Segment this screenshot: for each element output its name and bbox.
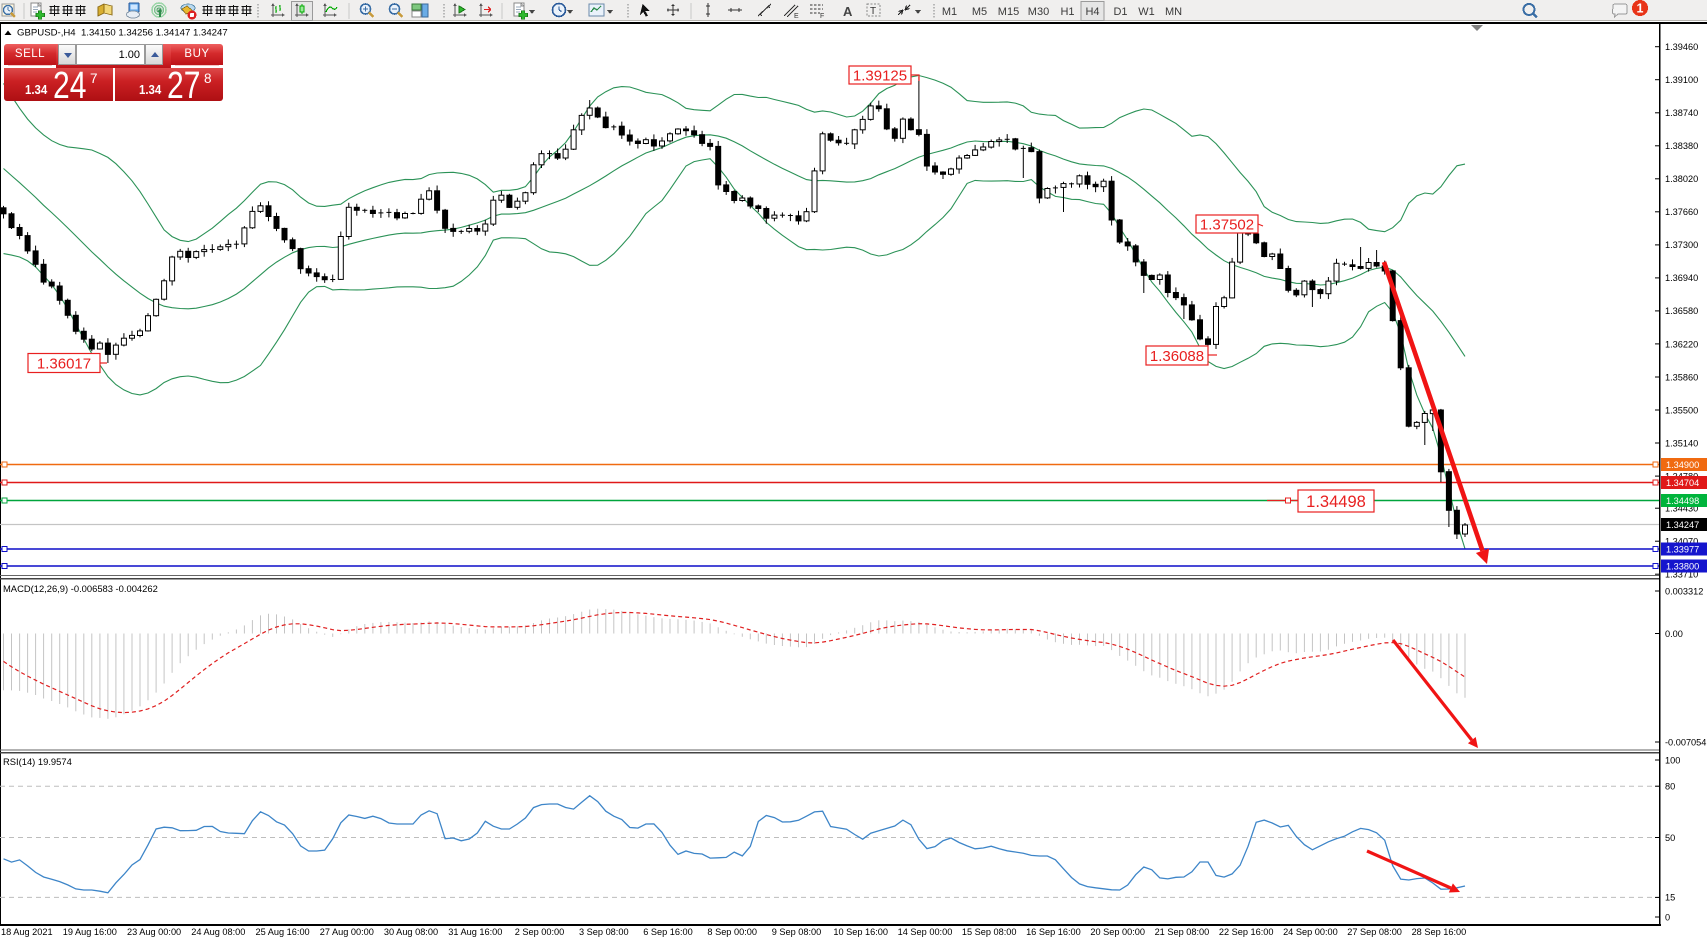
svg-text:T: T — [870, 6, 876, 17]
svg-text:GBPUSD-,H4 1.34150 1.34256 1.: GBPUSD-,H4 1.34150 1.34256 1.34147 1.342… — [17, 28, 228, 39]
svg-text:27 Aug 00:00: 27 Aug 00:00 — [320, 927, 374, 937]
svg-text:25 Aug 16:00: 25 Aug 16:00 — [256, 927, 310, 937]
svg-text:21 Sep 08:00: 21 Sep 08:00 — [1155, 927, 1210, 937]
svg-text:1.36017: 1.36017 — [37, 355, 91, 372]
svg-text:1.39460: 1.39460 — [1665, 42, 1698, 52]
svg-text:20 Sep 00:00: 20 Sep 00:00 — [1090, 927, 1145, 937]
svg-text:15 Sep 08:00: 15 Sep 08:00 — [962, 927, 1017, 937]
svg-text:M1: M1 — [942, 6, 957, 18]
svg-text:18 Aug 2021: 18 Aug 2021 — [1, 927, 53, 937]
svg-text:2 Sep 00:00: 2 Sep 00:00 — [515, 927, 565, 937]
svg-text:M30: M30 — [1028, 6, 1049, 18]
svg-text:27 Sep 08:00: 27 Sep 08:00 — [1347, 927, 1402, 937]
svg-text:0: 0 — [1665, 912, 1670, 922]
svg-text:1.36088: 1.36088 — [1150, 348, 1204, 365]
svg-text:0.003312: 0.003312 — [1665, 586, 1703, 596]
svg-text:1.37502: 1.37502 — [1200, 216, 1254, 233]
svg-text:M15: M15 — [998, 6, 1019, 18]
svg-text:F: F — [820, 13, 824, 20]
svg-text:1.38740: 1.38740 — [1665, 108, 1698, 118]
svg-text:80: 80 — [1665, 782, 1675, 792]
svg-text:1.33800: 1.33800 — [1666, 561, 1699, 571]
svg-text:8 Sep 00:00: 8 Sep 00:00 — [707, 927, 757, 937]
svg-text:31 Aug 16:00: 31 Aug 16:00 — [448, 927, 502, 937]
svg-text:H4: H4 — [1085, 6, 1099, 18]
svg-text:E: E — [794, 13, 799, 20]
svg-text:1.34247: 1.34247 — [1666, 520, 1699, 530]
svg-text:1.33977: 1.33977 — [1666, 544, 1699, 554]
svg-text:1.34498: 1.34498 — [1666, 496, 1699, 506]
svg-text:9 Sep 08:00: 9 Sep 08:00 — [772, 927, 822, 937]
svg-text:1.34430: 1.34430 — [1665, 504, 1698, 514]
svg-text:23 Aug 00:00: 23 Aug 00:00 — [127, 927, 181, 937]
svg-text:H1: H1 — [1060, 6, 1074, 18]
svg-text:1: 1 — [1637, 2, 1644, 16]
svg-text:W1: W1 — [1138, 6, 1155, 18]
svg-text:3 Sep 08:00: 3 Sep 08:00 — [579, 927, 629, 937]
svg-text:28 Sep 16:00: 28 Sep 16:00 — [1412, 927, 1467, 937]
svg-text:1.35140: 1.35140 — [1665, 438, 1698, 448]
svg-text:M5: M5 — [972, 6, 987, 18]
svg-text:1.36580: 1.36580 — [1665, 306, 1698, 316]
svg-text:100: 100 — [1665, 755, 1680, 765]
svg-text:19 Aug 16:00: 19 Aug 16:00 — [63, 927, 117, 937]
svg-text:1.36220: 1.36220 — [1665, 339, 1698, 349]
svg-text:0.00: 0.00 — [1665, 629, 1683, 639]
svg-text:D1: D1 — [1113, 6, 1127, 18]
svg-text:1.37300: 1.37300 — [1665, 240, 1698, 250]
svg-text:24 Sep 00:00: 24 Sep 00:00 — [1283, 927, 1338, 937]
svg-text:30 Aug 08:00: 30 Aug 08:00 — [384, 927, 438, 937]
svg-text:1.34900: 1.34900 — [1666, 460, 1699, 470]
svg-text:1.33710: 1.33710 — [1665, 570, 1698, 580]
svg-text:1.37660: 1.37660 — [1665, 207, 1698, 217]
svg-text:1.36940: 1.36940 — [1665, 273, 1698, 283]
svg-text:1.39100: 1.39100 — [1665, 75, 1698, 85]
svg-text:50: 50 — [1665, 833, 1675, 843]
svg-text:1.35860: 1.35860 — [1665, 372, 1698, 382]
svg-text:MACD(12,26,9) -0.006583 -0.004: MACD(12,26,9) -0.006583 -0.004262 — [3, 583, 158, 594]
svg-text:1.35500: 1.35500 — [1665, 405, 1698, 415]
svg-text:1.34704: 1.34704 — [1666, 478, 1699, 488]
svg-text:6 Sep 16:00: 6 Sep 16:00 — [643, 927, 693, 937]
svg-text:1.34498: 1.34498 — [1306, 493, 1366, 511]
svg-text:1.38380: 1.38380 — [1665, 141, 1698, 151]
svg-text:15: 15 — [1665, 893, 1675, 903]
svg-text:1.39125: 1.39125 — [853, 67, 907, 84]
svg-text:MN: MN — [1165, 6, 1182, 18]
svg-text:1.38020: 1.38020 — [1665, 174, 1698, 184]
svg-text:16 Sep 16:00: 16 Sep 16:00 — [1026, 927, 1081, 937]
svg-text:14 Sep 00:00: 14 Sep 00:00 — [898, 927, 953, 937]
svg-text:1.34070: 1.34070 — [1665, 537, 1698, 547]
svg-text:A: A — [843, 4, 853, 19]
svg-text:10 Sep 16:00: 10 Sep 16:00 — [833, 927, 888, 937]
svg-text:-0.007054: -0.007054 — [1665, 737, 1706, 747]
svg-text:24 Aug 08:00: 24 Aug 08:00 — [191, 927, 245, 937]
svg-text:22 Sep 16:00: 22 Sep 16:00 — [1219, 927, 1274, 937]
svg-text:RSI(14) 19.9574: RSI(14) 19.9574 — [3, 756, 72, 767]
